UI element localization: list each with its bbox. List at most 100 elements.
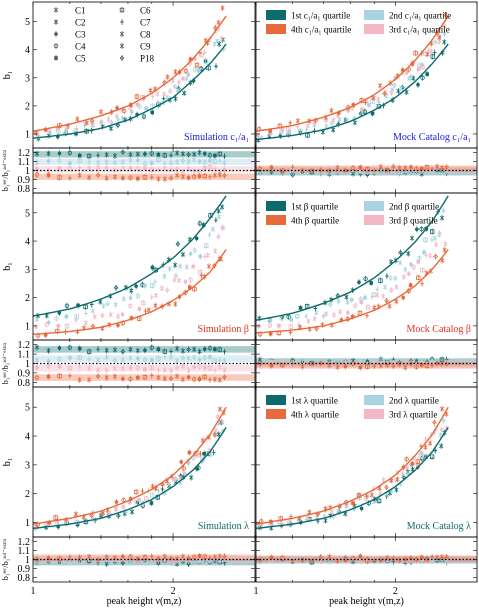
ratio-point-r0-c0-2-2 [57, 165, 62, 172]
data-point-r1-c0-22-q0 [194, 235, 199, 242]
ratio-point-r0-c1-10-0-mark [350, 171, 356, 176]
legend-swatch-r0-3 [364, 24, 384, 34]
ratio-point-r0-c0-7-1-mark [104, 160, 109, 165]
data-point-r0-c1-23-q0-mark [420, 75, 425, 81]
ratio-point-r1-c0-7-3-mark [104, 375, 109, 380]
data-point-r1-c1-10-q2-mark [346, 310, 350, 315]
ratio-point-r2-c0-3-3 [68, 553, 72, 560]
ratio-point-r0-c1-10-3-mark [350, 165, 356, 171]
ratio-point-r1-c0-6-3-mark [95, 373, 101, 379]
data-point-r0-c1-11-q3 [351, 102, 356, 109]
data-point-r2-c0-21-q3 [187, 449, 192, 456]
data-point-r2-c0-18-q1 [173, 475, 179, 482]
data-point-r2-c0-9-q0 [115, 512, 121, 519]
y-tick-label-main-r2-2: 2 [25, 489, 30, 500]
data-point-r1-c1-16-q1-mark [382, 285, 388, 290]
data-point-r1-c1-10-q1-mark [345, 300, 350, 305]
data-point-r0-c0-8-q1-mark [109, 120, 114, 125]
data-point-r1-c1-20-q2-mark [407, 272, 411, 276]
ratio-point-r0-c0-9-0 [120, 149, 126, 156]
data-point-r2-c0-26-q3 [212, 431, 218, 438]
ratio-point-r1-c0-19-0-mark [186, 347, 191, 352]
data-point-r1-c1-27-q0 [439, 214, 445, 221]
data-point-r2-c1-14-q3-mark [369, 492, 374, 498]
y-tick-label-ratio-r2-1.2: 1.2 [18, 537, 31, 548]
data-point-r1-c1-19-q1 [397, 259, 403, 266]
data-point-r0-c1-9-q0-mark [335, 121, 341, 127]
ratio-point-r1-c0-25-1-mark [217, 358, 222, 362]
ratio-point-r2-c0-18-3-mark [180, 554, 186, 559]
data-point-r1-c1-13-q1 [363, 294, 367, 301]
data-point-r1-c1-19-q3 [401, 294, 405, 301]
data-point-r1-c0-21-q2-mark [188, 277, 193, 283]
ratio-point-r1-c0-7-1-mark [104, 355, 109, 360]
ratio-point-r1-c0-22-1-mark [202, 355, 207, 360]
data-point-r2-c0-13-q2 [144, 495, 149, 502]
ratio-point-r1-c0-11-1-mark [136, 356, 140, 361]
ratio-point-r0-c0-12-3 [142, 174, 148, 181]
ratio-point-r0-c0-6-1-mark [96, 160, 101, 165]
data-point-r2-c0-27-q0-mark [216, 432, 221, 437]
data-point-r1-c0-11-q1-mark [128, 296, 133, 300]
ratio-point-r2-c0-7-3-mark [104, 555, 109, 560]
ratio-point-r1-c0-7-0-mark [104, 348, 109, 353]
data-point-r0-c0-9-q0-mark [115, 122, 121, 128]
ratio-point-r0-c0-16-0-mark [169, 153, 173, 158]
ratio-point-r0-c0-23-3 [208, 173, 212, 180]
data-point-r1-c0-10-q1 [121, 295, 126, 302]
data-point-r2-c0-13-q3-mark [140, 489, 145, 493]
data-point-r2-c0-8-q2-mark [105, 511, 110, 516]
ratio-point-r1-c0-5-3 [87, 376, 92, 383]
data-point-r1-c0-25-q2-mark [205, 253, 210, 258]
data-point-r2-c1-20-q2-mark [405, 465, 409, 470]
data-point-r1-c0-27-q1 [216, 213, 222, 220]
data-point-r1-c0-23-q0 [197, 220, 203, 227]
data-point-r0-c0-16-q2 [161, 91, 167, 98]
data-point-r1-c0-14-q2 [149, 294, 154, 301]
ratio-point-r0-c0-3-3-mark [68, 176, 72, 180]
ratio-point-r0-c0-3-2 [67, 165, 73, 172]
data-point-r0-c1-21-q0 [411, 75, 416, 82]
ratio-point-r0-c0-20-3 [191, 173, 197, 180]
ratio-point-r1-c0-1-2-mark [46, 363, 51, 369]
data-point-r1-c0-2-q2 [56, 322, 61, 329]
ratio-point-r2-c1-24-3 [434, 554, 440, 561]
data-point-r2-c0-23-q2-mark [195, 453, 201, 458]
ratio-point-r2-c1-12-3-mark [365, 558, 370, 563]
data-point-r1-c0-17-q2 [164, 287, 170, 294]
data-point-r2-c1-24-q0-mark [424, 455, 428, 459]
data-point-r0-c1-18-q0 [396, 87, 401, 94]
data-point-r1-c1-10-q0-mark [344, 295, 349, 300]
data-point-r1-c1-23-q3 [420, 280, 424, 287]
data-point-r1-c1-16-q0-mark [385, 274, 389, 278]
ratio-point-r0-c0-10-3-mark [128, 175, 133, 180]
data-point-r2-c0-1-q3-mark [47, 520, 52, 525]
ratio-point-r2-c1-12-3 [365, 557, 370, 564]
data-point-r1-c1-28-q3 [442, 246, 447, 253]
data-point-r0-c1-18-q1 [392, 82, 397, 89]
ratio-point-r0-c0-13-0 [149, 150, 154, 157]
ratio-point-r1-c1-9-3-mark [343, 364, 348, 369]
data-point-r1-c0-8-q1 [105, 300, 110, 307]
data-point-r0-c1-0-q2 [256, 132, 260, 139]
ratio-point-r1-c0-26-2 [222, 367, 227, 374]
data-point-r1-c0-4-q0 [76, 302, 80, 309]
data-point-r0-c1-13-q0-mark [362, 109, 368, 114]
data-point-r1-c1-24-q2-mark [424, 253, 429, 258]
data-point-r1-c0-9-q0 [113, 284, 119, 291]
ratio-point-r1-c0-26-0-mark [222, 349, 227, 354]
data-point-r1-c1-20-q1-mark [403, 267, 408, 272]
ratio-point-r2-c1-26-3-mark [444, 554, 450, 560]
data-point-r2-c1-10-q0-mark [343, 511, 348, 516]
ratio-point-r0-c0-0-3 [34, 171, 40, 178]
data-point-r1-c1-12-q0 [357, 279, 361, 286]
ratio-band-r0-c1-3 [256, 165, 477, 172]
data-point-r1-c0-14-q0 [150, 264, 155, 271]
data-point-r0-c1-14-q1-mark [370, 99, 375, 104]
ratio-point-r0-c0-8-1 [112, 159, 118, 166]
data-point-r1-c1-2-q1-mark [279, 315, 284, 321]
data-point-r0-c0-4-q2 [74, 125, 79, 132]
data-point-r0-c1-24-q3-mark [425, 52, 430, 57]
ratio-point-r1-c0-22-0 [202, 346, 207, 353]
ratio-point-r2-c1-11-3 [358, 553, 363, 560]
